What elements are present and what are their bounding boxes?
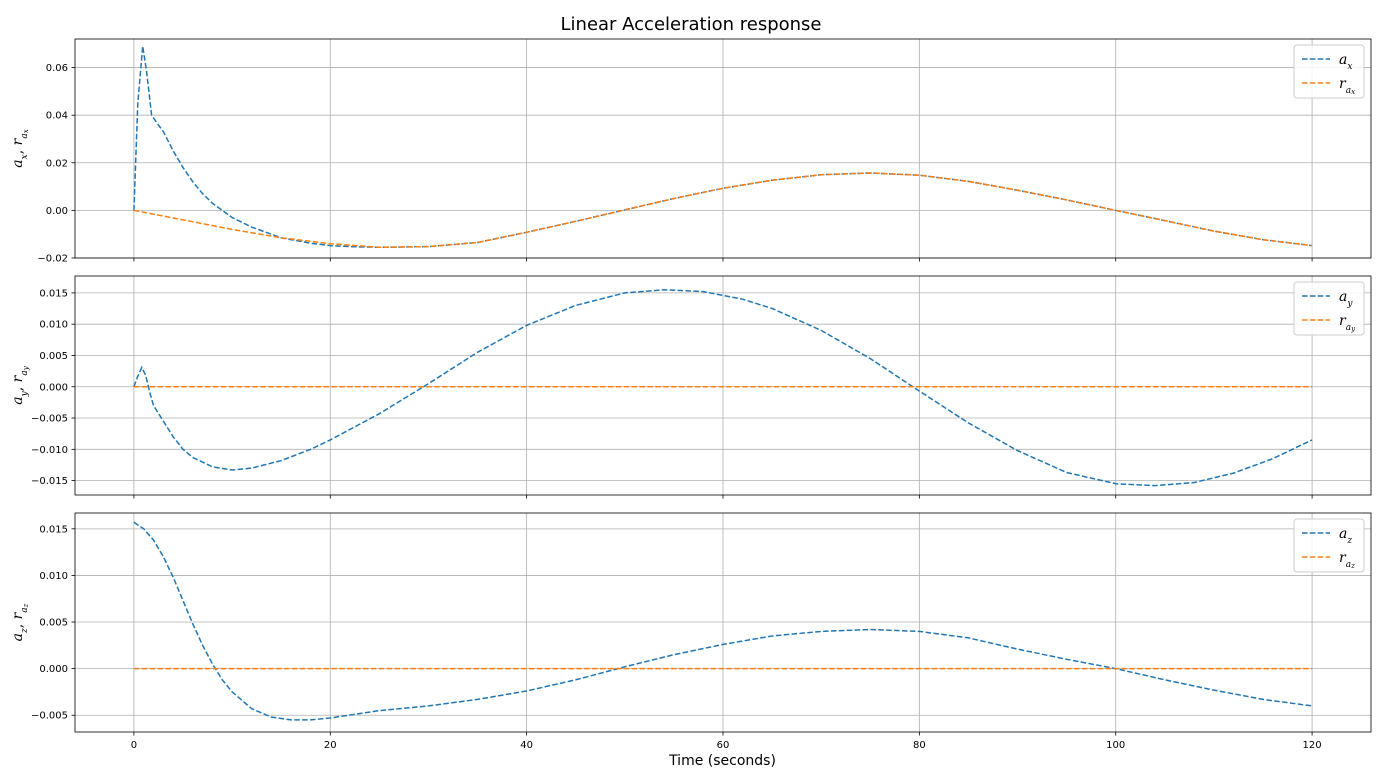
- y-tick-label: 0.015: [39, 288, 68, 299]
- y-axis-label: ay, ray: [10, 365, 30, 404]
- x-tick-label: 40: [520, 740, 533, 751]
- legend: ay ray: [1293, 281, 1365, 336]
- y-tick-label: 0.015: [39, 524, 68, 535]
- legend-entry: ax: [1339, 52, 1352, 72]
- legend-entry: ray: [1339, 313, 1356, 333]
- x-tick-label: 80: [913, 740, 926, 751]
- legend: az raz: [1293, 518, 1365, 573]
- y-tick-label: 0.005: [39, 618, 68, 629]
- y-tick-label: 0.02: [46, 158, 68, 169]
- y-tick-label: −0.010: [31, 445, 68, 456]
- legend-entry: rax: [1339, 76, 1355, 96]
- x-tick-label: 60: [717, 740, 730, 751]
- legend: ax rax: [1293, 44, 1365, 99]
- chart-title: Linear Acceleration response: [561, 14, 822, 35]
- y-axis-label: az, raz: [10, 603, 30, 641]
- subplot-1: −0.02 0.00 0.02 0.04 0.06 ax, rax ax rax: [10, 38, 1372, 265]
- y-tick-label: 0.00: [46, 206, 68, 217]
- x-tick-label: 100: [1106, 740, 1125, 751]
- y-tick-label: 0.005: [39, 351, 68, 362]
- y-tick-label: 0.000: [39, 382, 68, 393]
- x-tick-label: 20: [324, 740, 337, 751]
- measured-series-line: [133, 521, 1313, 721]
- measured-series-line: [133, 289, 1313, 487]
- y-tick-label: 0.010: [39, 320, 68, 331]
- legend-entry: raz: [1339, 550, 1355, 570]
- y-tick-label: −0.015: [31, 476, 68, 487]
- grid: [75, 39, 1371, 259]
- y-axis-label: ax, rax: [10, 129, 30, 167]
- y-tick-label: −0.005: [31, 711, 68, 722]
- y-tick-label: 0.010: [39, 571, 68, 582]
- x-tick-label: 0: [131, 740, 137, 751]
- y-tick-label: 0.000: [39, 664, 68, 675]
- y-tick-label: −0.02: [37, 254, 68, 265]
- grid: [75, 276, 1371, 495]
- y-tick-label: −0.005: [31, 414, 68, 425]
- reference-series-line: [133, 172, 1313, 249]
- x-axis-label: Time (seconds): [668, 753, 776, 769]
- y-tick-label: 0.04: [46, 111, 68, 122]
- subplot-3: −0.005 0.000 0.005 0.010 0.015 0 20 40 60 80 100 12…: [10, 512, 1372, 751]
- grid: [75, 513, 1371, 732]
- legend-entry: az: [1339, 526, 1352, 546]
- y-tick-label: 0.06: [46, 63, 68, 74]
- subplot-2: −0.015 −0.010 −0.005 0.000 0.005 0.010 0.015 ay…: [10, 275, 1372, 499]
- x-tick-label: 120: [1303, 740, 1322, 751]
- legend-entry: ay: [1339, 289, 1353, 309]
